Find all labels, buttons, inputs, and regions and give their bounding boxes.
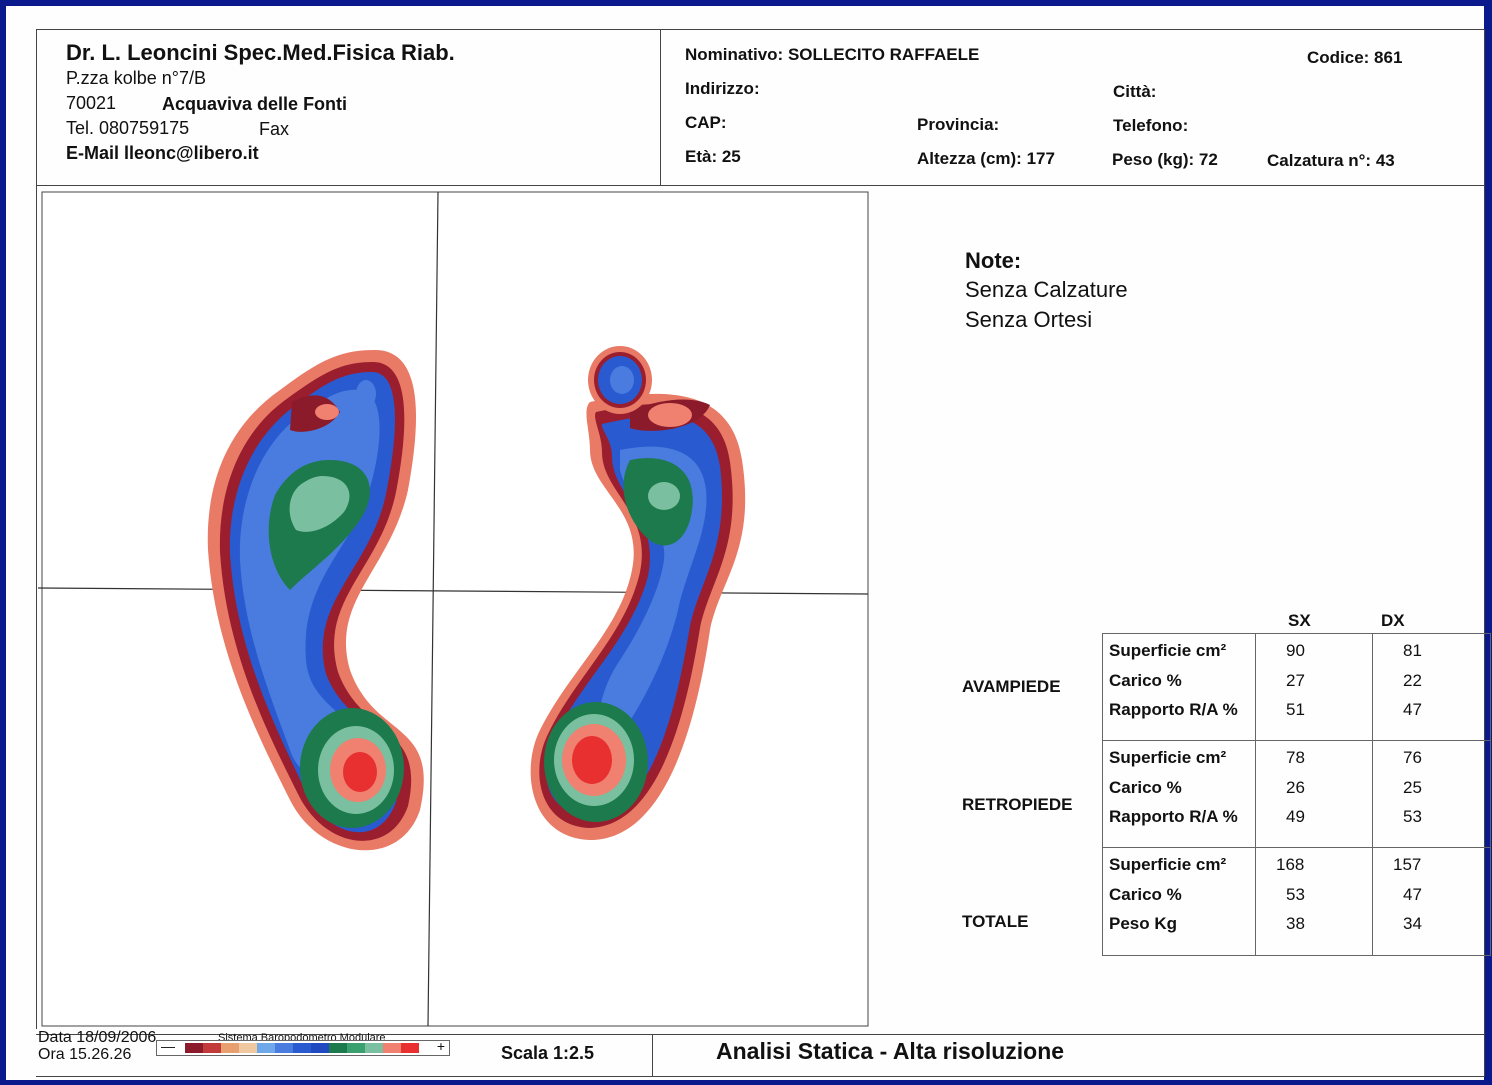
table-row: Superficie cm² Carico % Peso Kg 168 53 3…	[1102, 847, 1491, 956]
footprint-pressure-map	[37, 191, 869, 1027]
patient-name: Nominativo: SOLLECITO RAFFAELE	[685, 45, 980, 64]
left-border	[36, 29, 37, 1029]
legend-minus-label: —	[161, 1038, 175, 1054]
label-superficie: Superficie cm²	[1109, 641, 1227, 660]
value-dx: 47	[1403, 700, 1422, 719]
fax: Fax	[259, 119, 290, 139]
value-dx: 34	[1403, 914, 1422, 933]
label-carico: Carico %	[1109, 884, 1182, 904]
column-header-dx: DX	[1381, 611, 1405, 630]
label-superficie: Superficie cm²	[1109, 855, 1227, 874]
column-header-sx: SX	[1288, 611, 1311, 630]
value-sx: 90	[1286, 641, 1305, 660]
legend-swatch	[365, 1043, 383, 1053]
label-rapporto: Rapporto R/A %	[1109, 807, 1238, 826]
legend-swatch	[401, 1043, 419, 1053]
value-dx: 76	[1403, 748, 1422, 767]
footer-divider	[652, 1034, 653, 1076]
value-sx: 168	[1276, 855, 1305, 874]
legend-swatch	[329, 1043, 347, 1053]
email: E-Mail lleonc@libero.it	[66, 143, 259, 163]
section-label-avampiede: AVAMPIEDE	[962, 677, 1061, 696]
patient-shoe-size: Calzatura n°: 43	[1267, 151, 1395, 170]
patient-age: Età: 25	[685, 147, 741, 166]
dx-values-cell: 76 25 53	[1372, 740, 1491, 848]
sx-values-cell: 168 53 38	[1255, 847, 1373, 956]
address-line: P.zza kolbe n°7/B	[66, 68, 206, 88]
value-dx: 53	[1403, 807, 1422, 826]
left-foot-map	[207, 350, 424, 851]
doctor-name: Dr. L. Leoncini Spec.Med.Fisica Riab.	[66, 40, 455, 65]
value-sx: 26	[1286, 777, 1305, 797]
legend-swatch	[347, 1043, 365, 1053]
patient-province: Provincia:	[917, 115, 1000, 134]
value-sx: 27	[1286, 670, 1305, 690]
label-superficie: Superficie cm²	[1109, 748, 1227, 767]
legend-swatch	[293, 1043, 311, 1053]
sx-values-cell: 78 26 49	[1255, 740, 1373, 848]
value-dx: 81	[1403, 641, 1422, 660]
legend-swatch	[203, 1043, 221, 1053]
notes-line-1: Senza Calzature	[965, 277, 1128, 302]
header-divider	[36, 185, 1484, 186]
sx-values-cell: 90 27 51	[1255, 633, 1373, 741]
scale-label: Scala 1:2.5	[501, 1043, 595, 1063]
patient-weight: Peso (kg): 72	[1112, 150, 1218, 169]
city: Acquaviva delle Fonti	[162, 94, 348, 114]
right-foot-map	[530, 346, 746, 840]
patient-code: Codice: 861	[1307, 48, 1403, 67]
labels-cell: Superficie cm² Carico % Rapporto R/A %	[1102, 633, 1256, 741]
legend-swatch	[311, 1043, 329, 1053]
telephone: Tel. 080759175	[66, 118, 190, 138]
patient-city: Città:	[1113, 82, 1157, 101]
value-dx: 157	[1393, 855, 1422, 874]
legend-swatch	[221, 1043, 239, 1053]
footer-top-line	[36, 1034, 1484, 1035]
section-label-totale: TOTALE	[962, 912, 1029, 931]
legend-swatches	[185, 1043, 419, 1053]
footer-bottom-line	[36, 1076, 1484, 1077]
labels-cell: Superficie cm² Carico % Rapporto R/A %	[1102, 740, 1256, 848]
section-label-retropiede: RETROPIEDE	[962, 795, 1073, 814]
footer-date: Data 18/09/2006	[38, 1029, 157, 1046]
table-row: Superficie cm² Carico % Rapporto R/A % 7…	[1102, 740, 1491, 848]
label-rapporto: Rapporto R/A %	[1109, 700, 1238, 719]
labels-cell: Superficie cm² Carico % Peso Kg	[1102, 847, 1256, 956]
value-dx: 47	[1403, 884, 1422, 904]
value-dx: 22	[1403, 670, 1422, 690]
value-sx: 51	[1286, 700, 1305, 719]
patient-address: Indirizzo:	[685, 79, 760, 98]
legend-swatch	[383, 1043, 401, 1053]
patient-cap: CAP:	[685, 113, 727, 132]
report-title: Analisi Statica - Alta risoluzione	[716, 1038, 1065, 1064]
notes-line-2: Senza Ortesi	[965, 307, 1093, 332]
legend-plus-label: +	[436, 1038, 445, 1054]
patient-height: Altezza (cm): 177	[917, 149, 1055, 168]
value-sx: 53	[1286, 884, 1305, 904]
notes-title: Note:	[965, 248, 1022, 273]
header-vertical-divider	[660, 29, 661, 186]
pressure-color-legend: — +	[156, 1038, 450, 1056]
value-sx: 78	[1286, 748, 1305, 767]
value-sx: 49	[1286, 807, 1305, 826]
patient-phone: Telefono:	[1113, 116, 1189, 135]
zip-code: 70021	[66, 93, 117, 113]
table-row: Superficie cm² Carico % Rapporto R/A % 9…	[1102, 633, 1491, 741]
dx-values-cell: 81 22 47	[1372, 633, 1491, 741]
right-border	[1484, 29, 1485, 1077]
label-carico: Carico %	[1109, 777, 1182, 797]
legend-swatch	[239, 1043, 257, 1053]
legend-swatch	[257, 1043, 275, 1053]
legend-swatch	[185, 1043, 203, 1053]
value-sx: 38	[1286, 914, 1305, 933]
dx-values-cell: 157 47 34	[1372, 847, 1491, 956]
label-peso: Peso Kg	[1109, 914, 1178, 933]
footer-time: Ora 15.26.26	[38, 1046, 132, 1063]
legend-swatch	[275, 1043, 293, 1053]
top-border	[36, 29, 1484, 30]
stats-table: Superficie cm² Carico % Rapporto R/A % 9…	[1102, 633, 1491, 956]
value-dx: 25	[1403, 777, 1422, 797]
label-carico: Carico %	[1109, 670, 1182, 690]
